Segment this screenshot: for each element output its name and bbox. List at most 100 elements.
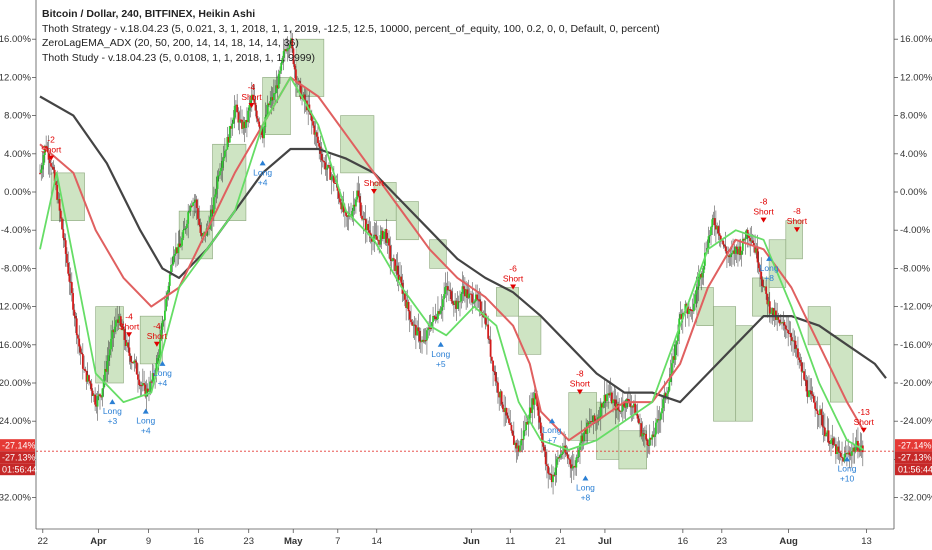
candle-body [614,399,617,411]
legend-zerolag-ema[interactable]: ZeroLagEMA_ADX (20, 50, 200, 14, 14, 18,… [42,37,299,49]
left-price-tag: -27.14% [0,439,36,452]
candle-body [58,199,61,211]
candle-body [602,403,605,408]
candle-body [79,346,82,353]
ema-lines [39,76,887,451]
y-tick-label-left: -20.00% [0,378,32,389]
candle-body [761,279,764,286]
short-arrow-icon [860,427,867,433]
candle-body [560,453,563,455]
candle-body [512,435,515,445]
candle-body [274,93,276,95]
candle-body [43,145,46,156]
candle-body [852,447,854,452]
trade-zone [618,430,647,470]
candle-body [784,325,787,330]
candle-body [163,310,166,321]
candle-body [543,446,546,452]
legend-strategy[interactable]: Thoth Strategy - v.18.04.23 (5, 0.021, 3… [42,22,660,35]
short-signal-label: Short [570,379,591,389]
candle-body [446,286,449,291]
candle-body [828,442,831,444]
legend-study[interactable]: Thoth Study - v.18.04.23 (5, 0.0108, 1, … [42,51,315,64]
legend-symbol[interactable]: Bitcoin / Dollar, 240, BITFINEX, Heikin … [42,8,256,20]
candle-body [275,85,278,94]
candle-body [341,202,344,210]
candle-body [465,289,468,297]
candle-body [64,240,67,254]
candle-body [707,236,710,248]
candle-body [517,445,520,452]
candle-body [231,123,234,129]
candle-body [454,300,456,305]
candle-body [197,208,199,219]
chart-legend: Bitcoin / Dollar, 240, BITFINEX, Heikin … [42,7,660,65]
candle-body [399,276,401,280]
long-signal-label: +8 [581,493,591,503]
candle-body [452,303,455,305]
candle-body [855,440,858,448]
candle-body [292,48,295,65]
candle-body [283,49,286,52]
candle-body [95,404,98,407]
short-signal-label: Short [787,216,808,226]
candle-body [472,302,475,304]
candle-body [803,371,805,380]
candle-body [156,358,159,364]
candle-body [407,301,410,312]
candle-body [653,434,656,437]
candle-body [370,238,373,242]
candle-body [532,398,535,405]
long-signal: Long+7 [543,418,562,445]
candle-body [457,301,460,303]
candle-body [363,218,366,220]
candle-body [119,316,122,325]
candle-body [679,314,682,319]
candle-body [719,235,722,241]
candle-body [408,311,411,320]
candle-body [538,415,541,423]
y-tick-label-left: -32.00% [0,493,32,504]
candle-body [799,359,802,363]
candle-body [130,361,133,363]
candle-body [85,370,88,382]
candle-body [794,340,797,349]
short-arrow-icon [153,341,160,347]
candle-body [286,48,289,52]
candle-body [332,175,335,183]
candle-body [143,383,145,385]
candle-body [713,218,716,226]
candle-body [112,330,115,333]
candle-body [701,273,704,278]
candle-body [235,104,237,106]
candle-body [345,210,348,216]
trade-zone [568,392,597,441]
candle-body [506,415,509,419]
candle-body [66,253,68,263]
candle-body [135,362,138,375]
candle-body [61,218,63,230]
candle-body [282,51,285,58]
candle-body [762,285,765,287]
candle-body [123,329,126,340]
candle-body [201,234,204,237]
candle-body [815,408,818,411]
candle-body [293,64,296,70]
candle-body [808,390,810,397]
candle-body [266,103,269,115]
candle-body [359,202,362,216]
candle-body [577,449,580,458]
candle-body [328,165,330,167]
candle-body [466,289,469,298]
long-signal-label: Long [153,368,172,378]
candle-body [451,301,454,304]
candle-body [695,289,698,295]
candle-body [428,327,431,329]
candle-body [685,303,688,307]
candle-body [763,286,766,288]
candle-body [798,357,801,360]
candle-body [144,384,147,397]
